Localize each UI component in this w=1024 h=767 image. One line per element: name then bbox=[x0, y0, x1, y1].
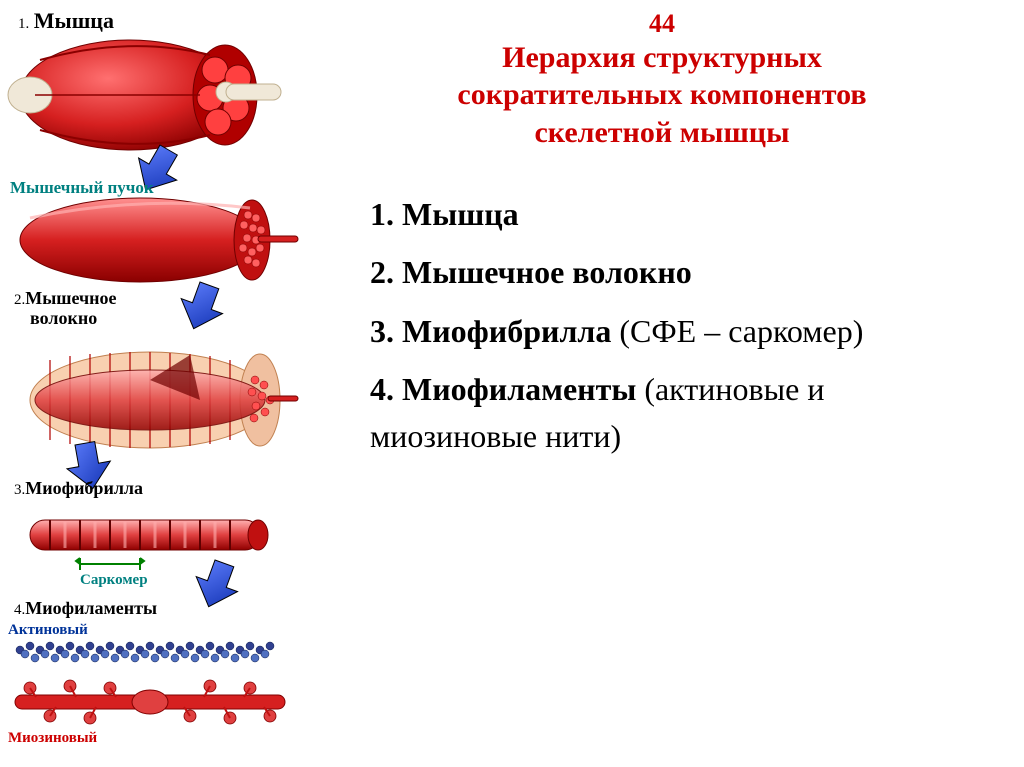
title-line-2: сократительных компонентов bbox=[457, 78, 866, 111]
label-3-myofibril: 3.Миофибрилла bbox=[14, 478, 143, 499]
arrow-icon bbox=[188, 556, 245, 614]
label-myosin: Миозиновый bbox=[8, 730, 97, 747]
item-bold: Миофиламенты bbox=[402, 371, 636, 407]
muscle-diagram-svg bbox=[0, 0, 300, 767]
slide-number: 44 bbox=[330, 10, 994, 39]
slide-title: Иерархия структурных сократительных комп… bbox=[330, 39, 994, 152]
item-bold: Миофибрилла bbox=[402, 313, 611, 349]
label-4-myofilaments: 4.Миофиламенты bbox=[14, 598, 157, 619]
label-4-text: Миофиламенты bbox=[25, 598, 157, 618]
fascicle-shape bbox=[20, 198, 298, 282]
muscle-fiber-shape bbox=[30, 352, 298, 448]
list-item: 4. Миофиламенты (актиновые и миозиновые … bbox=[370, 366, 994, 459]
list-item: 1. Мышца bbox=[370, 191, 994, 237]
item-num: 3. bbox=[370, 313, 394, 349]
title-line-3: скелетной мышцы bbox=[534, 116, 789, 149]
arrow-icon bbox=[173, 278, 230, 336]
item-num: 2. bbox=[370, 254, 394, 290]
label-3-num: 3. bbox=[14, 482, 25, 498]
item-paren: (СФЕ – саркомер) bbox=[611, 313, 863, 349]
label-1-muscle: 1. Мышца bbox=[18, 8, 114, 34]
item-num: 1. bbox=[370, 196, 394, 232]
muscle-shape bbox=[0, 40, 281, 150]
label-actin: Актиновый bbox=[8, 622, 88, 639]
label-4-num: 4. bbox=[14, 602, 25, 618]
label-bundle: Мышечный пучок bbox=[10, 178, 154, 198]
label-2-text: Мышечное bbox=[25, 288, 116, 308]
list-item: 3. Миофибрилла (СФЕ – саркомер) bbox=[370, 308, 994, 354]
myofibril-shape bbox=[30, 520, 268, 570]
myosin-filament bbox=[15, 680, 285, 724]
label-2b-fiber: волокно bbox=[30, 308, 97, 329]
label-3-text: Миофибрилла bbox=[25, 478, 143, 498]
item-bold: Мышечное волокно bbox=[402, 254, 692, 290]
title-line-1: Иерархия структурных bbox=[502, 41, 822, 74]
list-item: 2. Мышечное волокно bbox=[370, 249, 994, 295]
label-1-num: 1. bbox=[18, 16, 29, 32]
label-2-num: 2. bbox=[14, 292, 25, 308]
label-2-fiber: 2.Мышечное bbox=[14, 288, 117, 309]
label-1-text: Мышца bbox=[34, 8, 114, 33]
diagram-column: 1. Мышца Мышечный пучок 2.Мышечное волок… bbox=[0, 0, 300, 767]
label-sarcomere: Саркомер bbox=[80, 572, 148, 589]
item-bold: Мышца bbox=[402, 196, 519, 232]
hierarchy-list: 1. Мышца 2. Мышечное волокно 3. Миофибри… bbox=[330, 191, 994, 459]
item-num: 4. bbox=[370, 371, 394, 407]
actin-filament bbox=[16, 642, 274, 662]
